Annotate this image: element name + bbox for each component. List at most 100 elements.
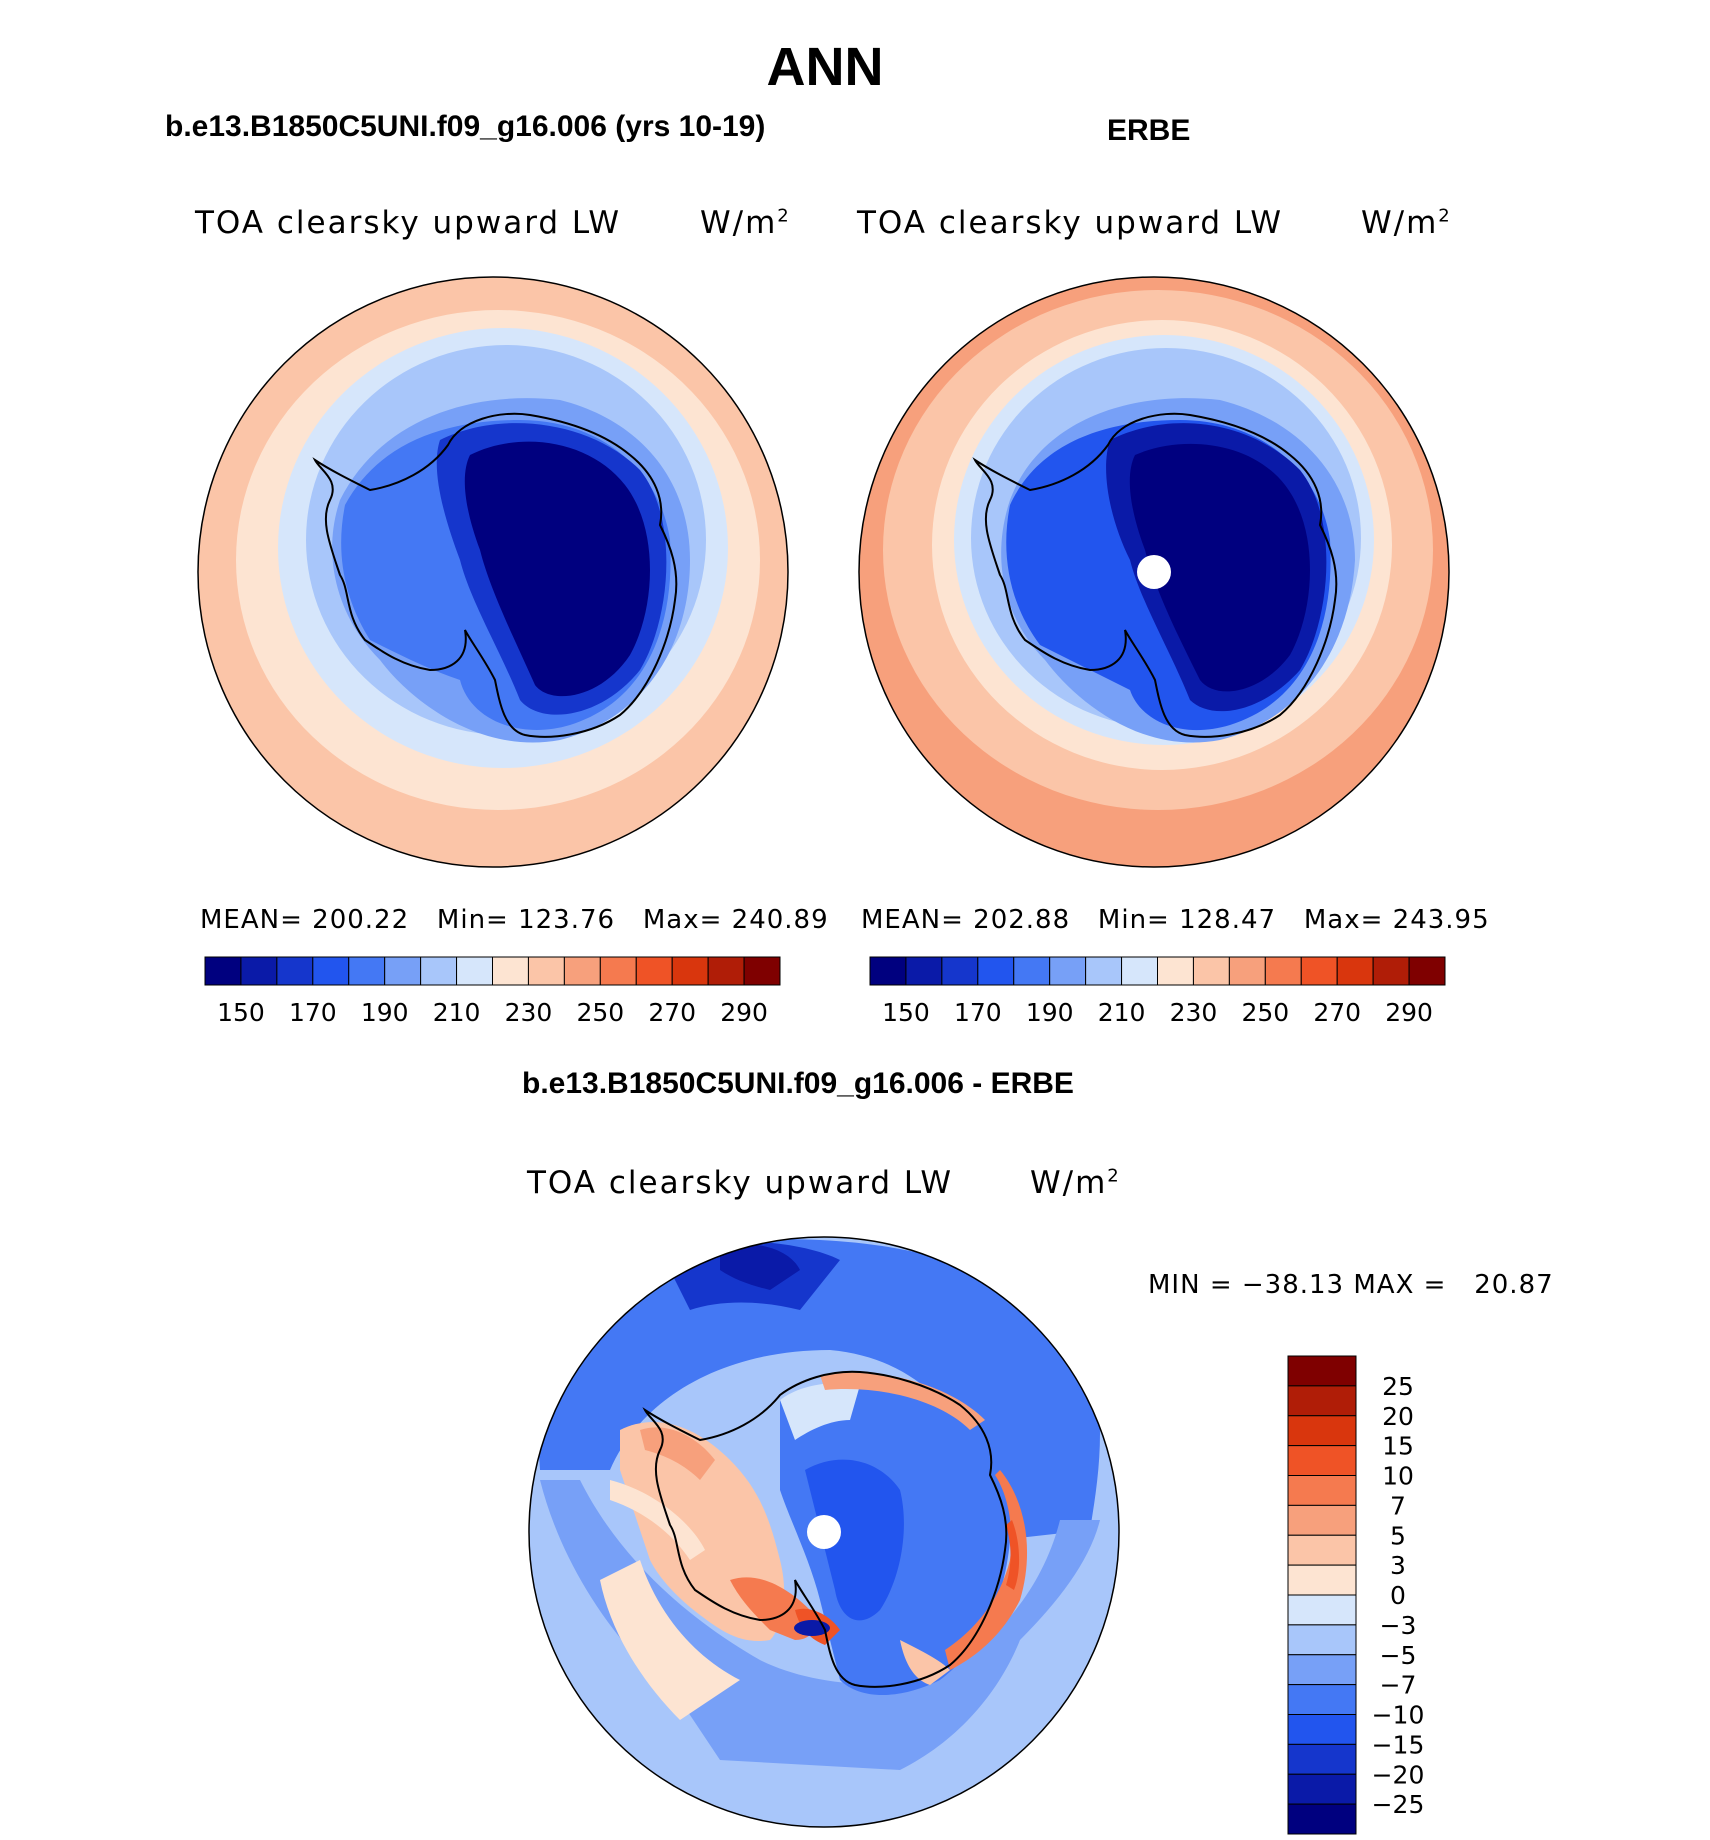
model-units-label: W/m2 bbox=[700, 205, 791, 241]
diff-colorbar-tick-label: 3 bbox=[1390, 1551, 1406, 1580]
obs-colorbar-tick-label: 250 bbox=[1241, 998, 1289, 1027]
diff-pole-hole bbox=[807, 1515, 841, 1549]
obs-colorbar-swatch bbox=[1157, 956, 1194, 986]
diff-colorbar-swatch bbox=[1287, 1504, 1357, 1536]
model-colorbar-tick-label: 210 bbox=[433, 998, 481, 1027]
model-colorbar-swatch bbox=[204, 956, 242, 986]
obs-stats: MEAN= 202.88 Min= 128.47 Max= 243.95 bbox=[861, 905, 1490, 935]
diff-colorbar-tick-label: 10 bbox=[1382, 1462, 1414, 1491]
obs-colorbar: 150 170 190 210 230 250 270 290 bbox=[869, 956, 1446, 1027]
model-colorbar-tick-label: 250 bbox=[576, 998, 624, 1027]
obs-colorbar-swatch bbox=[1228, 956, 1266, 986]
diff-colorbar-swatch bbox=[1287, 1714, 1357, 1745]
diff-colorbar-tick-label: −5 bbox=[1380, 1641, 1417, 1670]
model-colorbar-swatch bbox=[348, 956, 386, 986]
diff-colorbar-tick-label: 20 bbox=[1382, 1402, 1414, 1431]
obs-units-label: W/m2 bbox=[1361, 205, 1452, 241]
obs-colorbar-swatch bbox=[1085, 956, 1123, 986]
diff-colorbar-tick-label: 0 bbox=[1390, 1581, 1406, 1610]
model-colorbar-swatch bbox=[384, 956, 422, 986]
diff-colorbar-swatch bbox=[1287, 1684, 1357, 1715]
obs-colorbar-tick-label: 210 bbox=[1098, 998, 1146, 1027]
model-colorbar: 150 170 190 210 230 250 270 290 bbox=[204, 956, 781, 1027]
obs-colorbar-swatch bbox=[1372, 956, 1410, 986]
obs-colorbar-swatch bbox=[905, 956, 943, 986]
obs-colorbar-tick-label: 230 bbox=[1170, 998, 1218, 1027]
obs-colorbar-swatch bbox=[1408, 956, 1446, 986]
diff-colorbar-tick-label: 15 bbox=[1382, 1432, 1414, 1461]
diff-colorbar-swatch bbox=[1287, 1534, 1357, 1566]
diff-map bbox=[529, 1237, 1119, 1827]
diff-colorbar-tick-label: −20 bbox=[1372, 1760, 1425, 1789]
diff-map-border bbox=[528, 1236, 1120, 1828]
model-colorbar-tick-label: 150 bbox=[217, 998, 265, 1027]
diff-colorbar-tick-label: 7 bbox=[1390, 1491, 1406, 1520]
model-colorbar-swatch bbox=[563, 956, 601, 986]
model-colorbar-swatch bbox=[420, 956, 458, 986]
diff-units-sup: 2 bbox=[1107, 1165, 1121, 1187]
diff-colorbar-swatch bbox=[1287, 1385, 1357, 1417]
diff-colorbar-swatch bbox=[1287, 1475, 1357, 1506]
diff-colorbar-tick-label: −25 bbox=[1372, 1790, 1425, 1819]
obs-heading: ERBE bbox=[1107, 114, 1191, 147]
obs-colorbar-tick-label: 190 bbox=[1026, 998, 1074, 1027]
diff-colorbar-swatch bbox=[1287, 1594, 1357, 1626]
model-colorbar-swatch bbox=[492, 956, 529, 986]
model-heading: b.e13.B1850C5UNI.f09_g16.006 (yrs 10-19) bbox=[165, 110, 766, 143]
model-colorbar-swatch bbox=[456, 956, 493, 986]
model-colorbar-tick-label: 290 bbox=[720, 998, 768, 1027]
obs-colorbar-swatch bbox=[1013, 956, 1051, 986]
model-colorbar-tick-label: 270 bbox=[648, 998, 696, 1027]
model-map-border bbox=[197, 276, 789, 868]
diff-units-label: W/m2 bbox=[1030, 1165, 1121, 1201]
diff-colorbar-swatch bbox=[1287, 1803, 1357, 1835]
diff-colorbar-swatch bbox=[1287, 1624, 1357, 1656]
obs-colorbar-tick-label: 150 bbox=[882, 998, 930, 1027]
obs-pole-hole bbox=[1137, 555, 1171, 589]
obs-colorbar-swatch bbox=[977, 956, 1015, 986]
obs-variable-label: TOA clearsky upward LW bbox=[857, 205, 1284, 241]
diff-heading: b.e13.B1850C5UNI.f09_g16.006 - ERBE bbox=[522, 1067, 1074, 1100]
obs-map bbox=[859, 277, 1449, 867]
model-colorbar-swatch bbox=[276, 956, 314, 986]
obs-colorbar-swatch bbox=[1300, 956, 1338, 986]
obs-colorbar-swatch bbox=[941, 956, 979, 986]
diff-colorbar-swatch bbox=[1287, 1743, 1357, 1775]
diff-colorbar-tick-label: −15 bbox=[1372, 1730, 1425, 1759]
model-colorbar-swatch bbox=[743, 956, 781, 986]
diff-colorbar-tick-label: 5 bbox=[1390, 1521, 1406, 1550]
diff-colorbar-tick-label: 25 bbox=[1382, 1372, 1414, 1401]
diff-colorbar-swatch bbox=[1287, 1564, 1357, 1596]
obs-units-sup: 2 bbox=[1438, 205, 1452, 227]
model-colorbar-swatch bbox=[671, 956, 709, 986]
model-variable-label: TOA clearsky upward LW bbox=[195, 205, 622, 241]
model-colorbar-swatch bbox=[635, 956, 673, 986]
obs-colorbar-tick-label: 290 bbox=[1385, 998, 1433, 1027]
obs-colorbar-swatch bbox=[869, 956, 907, 986]
diff-colorbar-swatch bbox=[1287, 1415, 1357, 1447]
obs-colorbar-swatch bbox=[1336, 956, 1374, 986]
model-colorbar-swatch bbox=[707, 956, 745, 986]
diff-colorbar-swatch bbox=[1287, 1773, 1357, 1805]
model-colorbar-tick-label: 170 bbox=[289, 998, 337, 1027]
model-colorbar-tick-label: 190 bbox=[361, 998, 409, 1027]
obs-colorbar-swatch bbox=[1264, 956, 1302, 986]
diff-minmax: MIN = −38.13 MAX = 20.87 bbox=[1148, 1270, 1554, 1300]
model-map bbox=[198, 277, 788, 867]
diff-colorbar-swatch bbox=[1287, 1355, 1357, 1387]
obs-map-border bbox=[858, 276, 1450, 868]
obs-colorbar-tick-label: 170 bbox=[954, 998, 1002, 1027]
diff-variable-label: TOA clearsky upward LW bbox=[527, 1165, 954, 1201]
diff-colorbar-swatch bbox=[1287, 1445, 1357, 1476]
obs-colorbar-tick-label: 270 bbox=[1313, 998, 1361, 1027]
diff-colorbar-swatch bbox=[1287, 1654, 1357, 1686]
diff-colorbar-tick-label: −3 bbox=[1380, 1611, 1417, 1640]
obs-colorbar-swatch bbox=[1049, 956, 1087, 986]
model-colorbar-swatch bbox=[599, 956, 637, 986]
model-units-sup: 2 bbox=[777, 205, 791, 227]
diff-colorbar-tick-label: −10 bbox=[1372, 1701, 1425, 1730]
model-colorbar-tick-label: 230 bbox=[505, 998, 553, 1027]
model-stats: MEAN= 200.22 Min= 123.76 Max= 240.89 bbox=[200, 905, 829, 935]
